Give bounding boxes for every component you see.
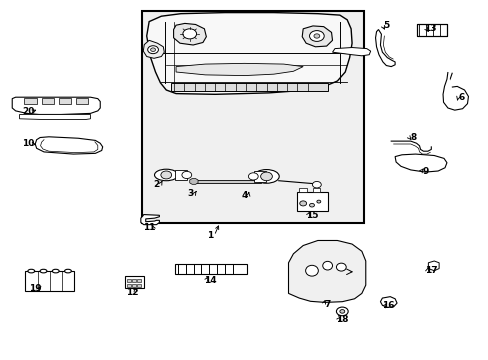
Text: 14: 14	[203, 276, 216, 284]
Bar	[132, 279, 136, 282]
Polygon shape	[427, 261, 438, 271]
Bar	[171, 83, 327, 91]
Polygon shape	[302, 26, 332, 47]
Text: 9: 9	[421, 166, 428, 175]
Polygon shape	[173, 23, 206, 45]
Polygon shape	[189, 179, 198, 184]
Bar	[297, 192, 327, 211]
Text: 5: 5	[383, 21, 388, 30]
Bar	[126, 279, 130, 282]
Polygon shape	[24, 98, 37, 104]
Polygon shape	[332, 48, 370, 56]
Text: 18: 18	[335, 315, 348, 324]
Text: 8: 8	[409, 133, 415, 142]
Ellipse shape	[154, 169, 178, 181]
Ellipse shape	[299, 201, 306, 206]
Ellipse shape	[313, 34, 319, 38]
Ellipse shape	[253, 170, 279, 183]
Polygon shape	[146, 13, 351, 94]
Ellipse shape	[339, 310, 344, 313]
Text: 12: 12	[125, 288, 138, 297]
Bar	[132, 284, 136, 287]
Polygon shape	[20, 114, 90, 120]
Bar	[175, 170, 186, 180]
Text: 15: 15	[305, 211, 318, 220]
Polygon shape	[375, 30, 394, 67]
Polygon shape	[41, 98, 54, 104]
Text: 11: 11	[142, 223, 155, 232]
Ellipse shape	[52, 269, 59, 273]
Bar	[126, 284, 130, 287]
Bar	[137, 279, 141, 282]
Text: 19: 19	[29, 284, 41, 293]
Text: 2: 2	[153, 180, 159, 189]
Polygon shape	[288, 240, 365, 302]
Ellipse shape	[28, 269, 35, 273]
Text: 1: 1	[207, 231, 213, 240]
Ellipse shape	[248, 173, 258, 180]
Ellipse shape	[309, 203, 314, 207]
Polygon shape	[143, 40, 164, 58]
Bar	[142, 11, 364, 223]
Polygon shape	[35, 137, 102, 154]
Ellipse shape	[312, 181, 321, 188]
Polygon shape	[59, 98, 71, 104]
Bar	[416, 24, 446, 36]
Ellipse shape	[322, 261, 332, 270]
Text: 6: 6	[458, 93, 464, 102]
Polygon shape	[380, 297, 396, 307]
Ellipse shape	[64, 269, 71, 273]
Ellipse shape	[183, 29, 196, 39]
Polygon shape	[176, 63, 303, 76]
Bar	[25, 271, 74, 291]
Ellipse shape	[40, 269, 47, 273]
Ellipse shape	[260, 172, 272, 181]
Text: 7: 7	[324, 300, 330, 309]
Text: 10: 10	[22, 139, 35, 148]
Ellipse shape	[147, 46, 158, 54]
Ellipse shape	[305, 265, 318, 276]
Polygon shape	[442, 72, 468, 110]
Bar	[193, 180, 260, 183]
Polygon shape	[12, 97, 100, 114]
Bar	[175, 264, 247, 274]
Bar	[137, 284, 141, 287]
Bar	[312, 188, 320, 192]
Text: 16: 16	[382, 302, 394, 310]
Ellipse shape	[309, 31, 324, 41]
Polygon shape	[394, 154, 446, 172]
Ellipse shape	[336, 263, 346, 271]
Polygon shape	[141, 215, 159, 225]
Ellipse shape	[150, 48, 155, 51]
Bar	[124, 276, 144, 288]
Bar	[416, 24, 446, 36]
Polygon shape	[76, 98, 88, 104]
Text: 4: 4	[241, 191, 247, 199]
Ellipse shape	[336, 307, 347, 316]
Text: 17: 17	[424, 266, 437, 275]
Polygon shape	[445, 73, 464, 104]
Text: 13: 13	[423, 24, 436, 33]
Bar	[254, 171, 265, 182]
Ellipse shape	[182, 171, 191, 179]
Text: 20: 20	[22, 107, 35, 116]
Bar	[299, 188, 306, 192]
Ellipse shape	[316, 200, 320, 203]
Text: 3: 3	[187, 189, 193, 198]
Ellipse shape	[161, 171, 171, 179]
